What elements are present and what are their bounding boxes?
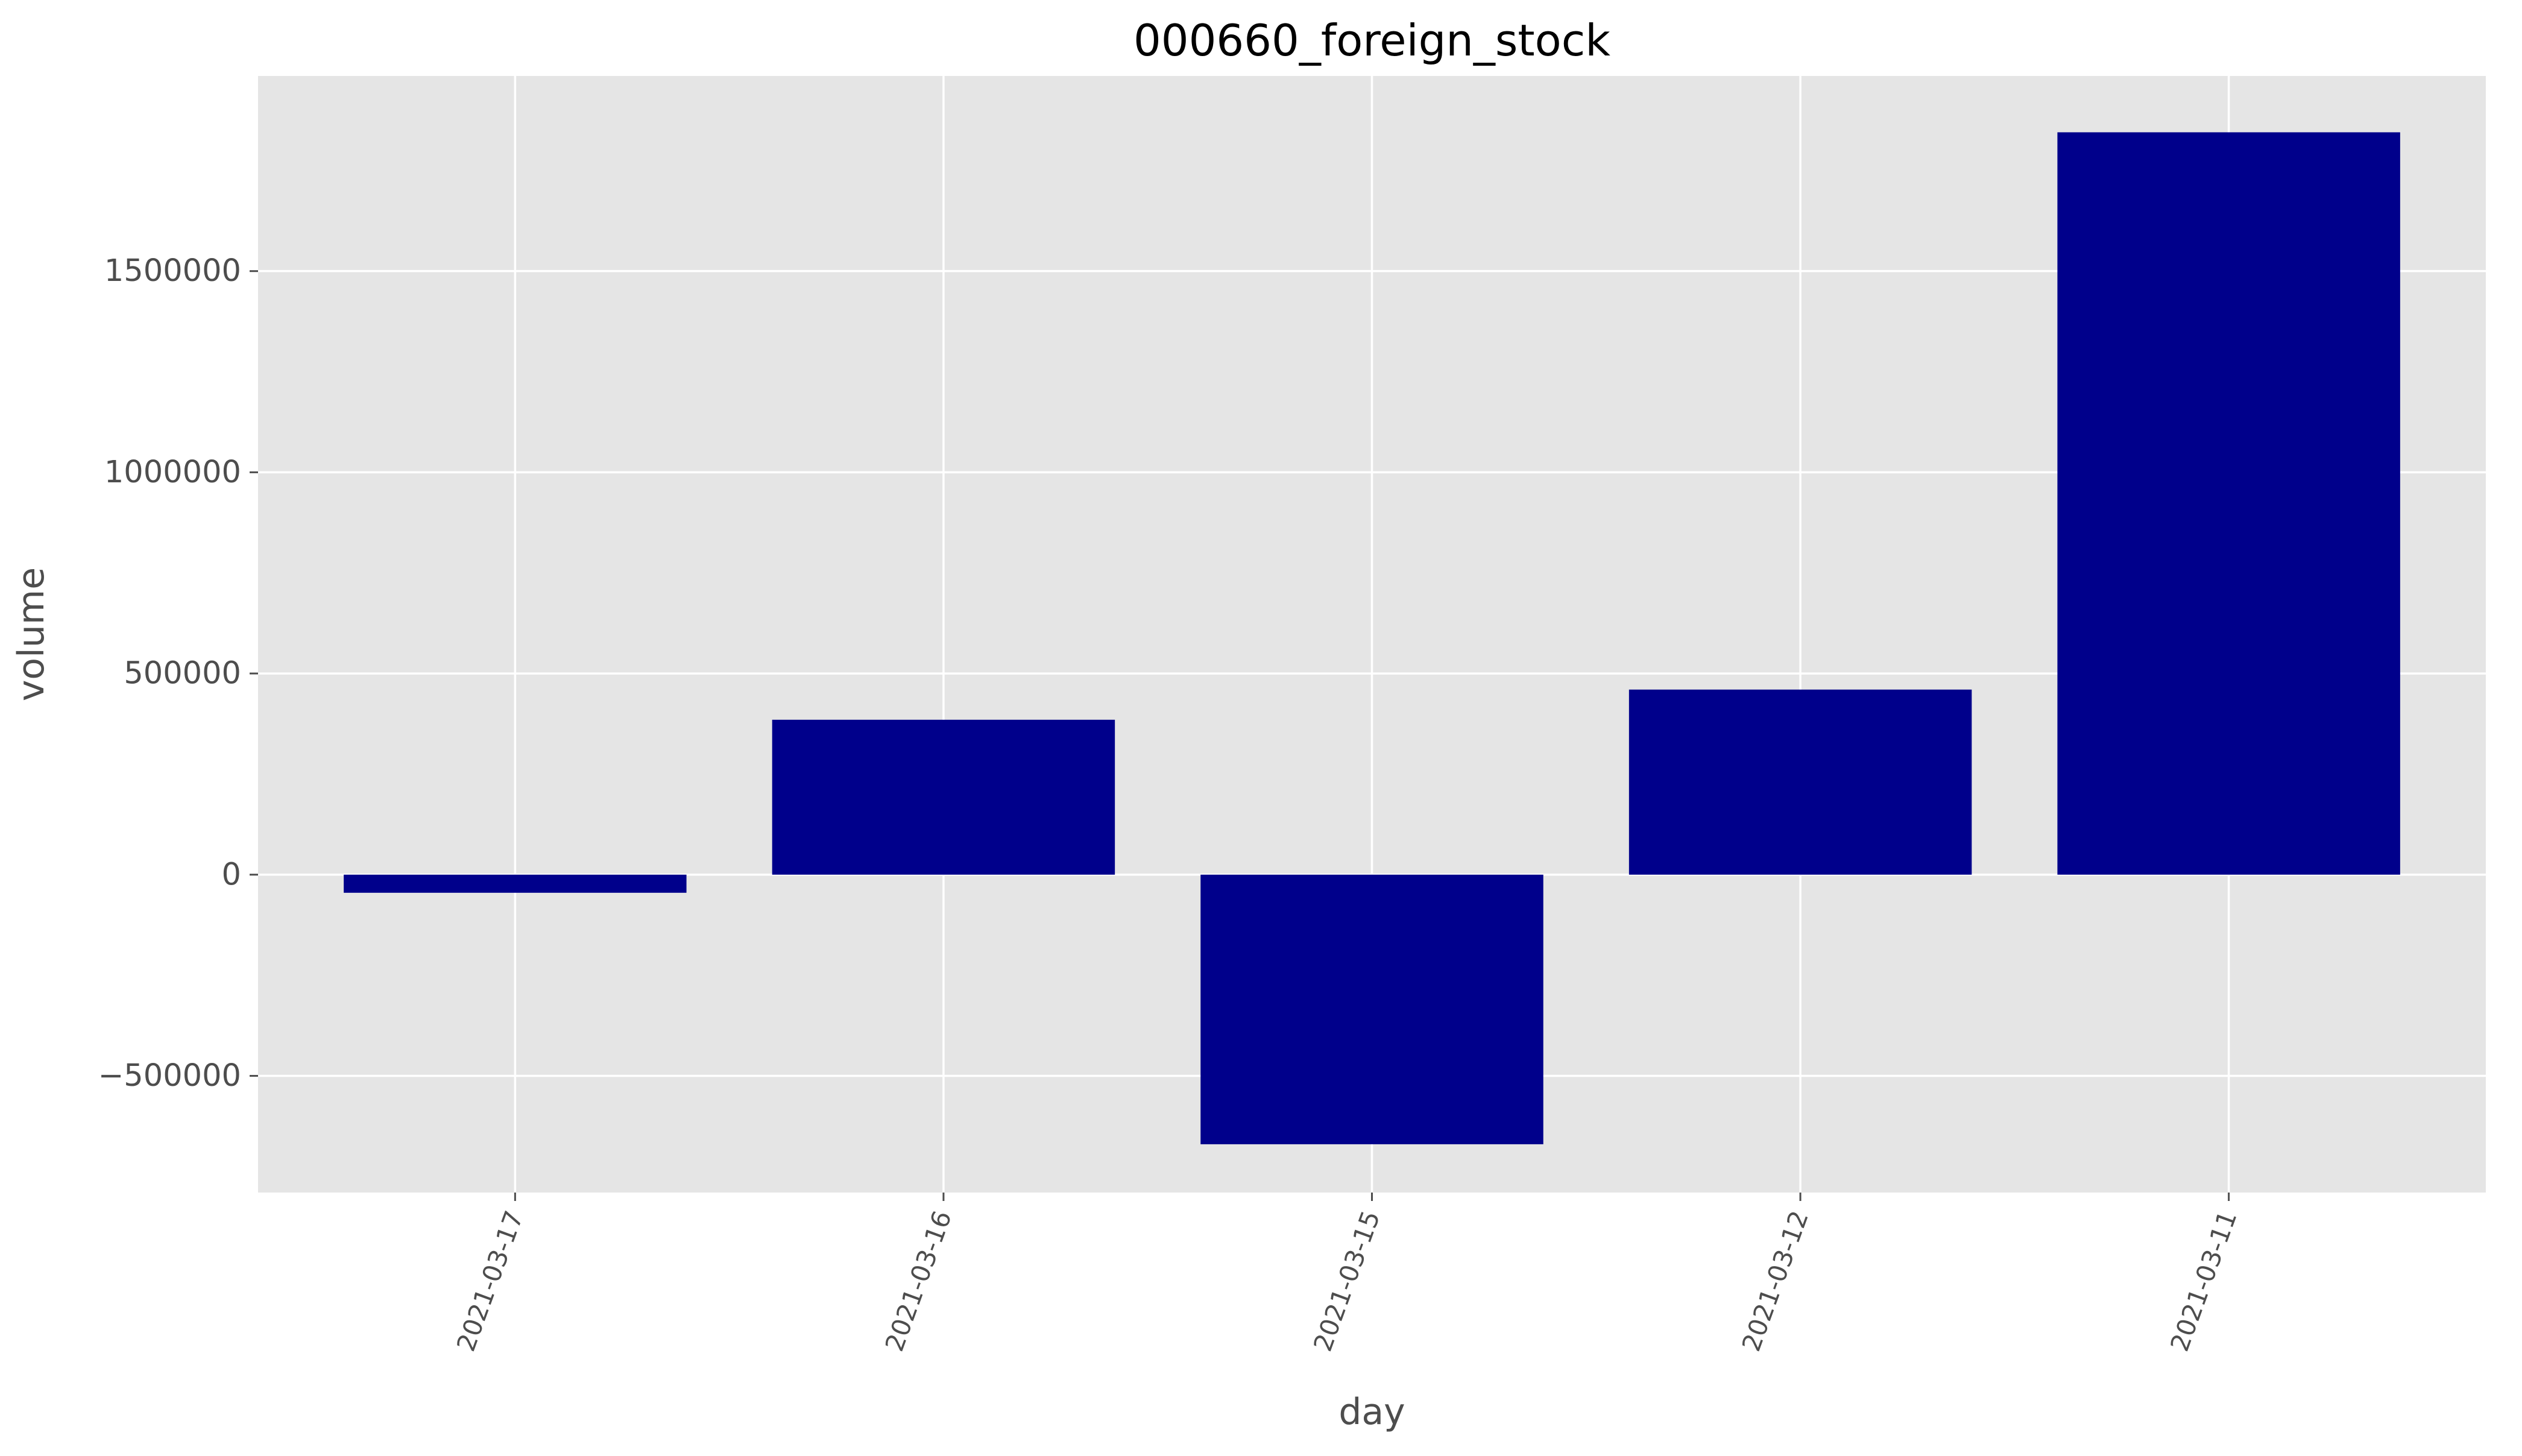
bar-2021-03-15 <box>1200 875 1543 1144</box>
y-tick-label: 500000 <box>124 656 241 692</box>
x-axis-label: day <box>1338 1391 1405 1433</box>
y-axis-label: volume <box>10 567 52 701</box>
bar-2021-03-17 <box>344 875 686 893</box>
chart-title: 000660_foreign_stock <box>1133 15 1610 66</box>
x-tick-label: 2021-03-17 <box>451 1207 529 1355</box>
x-tick-label: 2021-03-11 <box>2164 1207 2243 1355</box>
y-tick-label: 0 <box>222 857 241 892</box>
x-axis-ticks: 2021-03-17 2021-03-16 2021-03-15 2021-03-12… <box>451 1193 2243 1355</box>
bar-2021-03-12 <box>1629 690 1972 875</box>
bar-2021-03-11 <box>2057 132 2400 874</box>
x-tick-label: 2021-03-16 <box>879 1207 957 1355</box>
y-tick-label: 1000000 <box>104 455 241 490</box>
x-tick-label: 2021-03-15 <box>1308 1207 1386 1355</box>
x-tick-label: 2021-03-12 <box>1736 1207 1815 1355</box>
bar-2021-03-16 <box>772 720 1115 875</box>
y-axis-ticks: −500000 0 500000 1000000 1500000 <box>98 253 258 1094</box>
y-tick-label: 1500000 <box>104 253 241 289</box>
y-tick-label: −500000 <box>98 1058 241 1094</box>
